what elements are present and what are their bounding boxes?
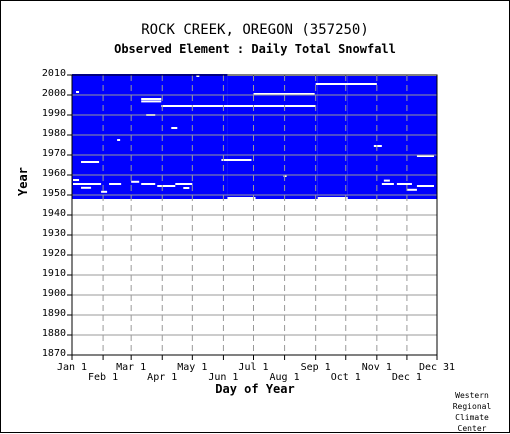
data-coverage-block <box>72 74 228 199</box>
x-tick-label-upper: Mar 1 <box>116 362 147 373</box>
missing-data-run <box>416 185 434 187</box>
wrcc-credit: Western Regional Climate Center <box>448 390 496 434</box>
missing-data-run <box>416 155 434 157</box>
missing-data-run <box>157 185 176 187</box>
missing-data-run <box>221 159 252 161</box>
data-coverage-block <box>317 76 348 197</box>
y-tick-label: 1930 <box>41 228 66 239</box>
missing-data-run <box>283 175 287 177</box>
missing-data-run <box>381 183 394 185</box>
y-tick-label: 1900 <box>41 288 66 299</box>
plot-border <box>71 74 438 356</box>
data-coverage-block <box>255 76 318 199</box>
missing-data-run <box>141 98 162 100</box>
missing-data-run <box>406 188 417 191</box>
missing-data-run <box>183 187 190 189</box>
y-tick-label: 1880 <box>41 328 66 339</box>
missing-data-run <box>73 183 102 185</box>
missing-data-run <box>81 161 100 163</box>
missing-data-run <box>73 179 80 181</box>
y-tick-label: 1950 <box>41 188 66 199</box>
x-tick-label-upper: May 1 <box>177 362 208 373</box>
missing-data-run <box>383 179 390 182</box>
missing-data-run <box>196 75 200 77</box>
credit-line-2: Regional <box>452 402 492 411</box>
y-axis-label: Year <box>16 167 30 196</box>
y-tick-label: 2000 <box>41 88 66 99</box>
missing-data-run <box>101 190 108 193</box>
x-tick-label-lower: Oct 1 <box>330 372 361 383</box>
chart-title: ROCK CREEK, OREGON (357250) <box>141 22 369 38</box>
y-tick-label: 1980 <box>41 128 66 139</box>
data-coverage-block <box>227 76 256 197</box>
missing-data-run <box>253 93 315 95</box>
missing-data-run <box>171 127 178 129</box>
missing-data-run <box>373 145 382 147</box>
x-axis-label: Day of Year <box>215 382 295 396</box>
missing-data-run <box>131 180 140 183</box>
y-tick-label: 1920 <box>41 248 66 259</box>
x-tick-label-upper: Sep 1 <box>300 362 331 373</box>
missing-data-run <box>175 183 193 185</box>
missing-data-run <box>161 105 316 107</box>
y-tick-label: 1940 <box>41 208 66 219</box>
x-tick-label-upper: Jan 1 <box>56 362 88 373</box>
x-tick-label-upper: Jul 1 <box>238 362 269 373</box>
y-tick-label: 1870 <box>41 348 66 359</box>
chart-subtitle: Observed Element : Daily Total Snowfall <box>114 42 396 56</box>
y-tick-label: 1990 <box>41 108 66 119</box>
x-tick-label-upper: Dec 31 <box>418 362 456 373</box>
missing-data-run <box>141 183 156 185</box>
y-tick-label: 1890 <box>41 308 66 319</box>
x-tick-label-upper: Nov 1 <box>361 362 392 373</box>
missing-data-run <box>81 186 92 189</box>
credit-line-4: Center <box>457 424 487 433</box>
data-coverage-block <box>347 76 437 199</box>
y-tick-label: 1970 <box>41 148 66 159</box>
x-tick-label-lower: Apr 1 <box>147 372 178 383</box>
missing-data-run <box>141 100 162 103</box>
missing-data-run <box>109 183 122 185</box>
credit-line-1: Western <box>455 391 489 400</box>
missing-data-run <box>315 83 377 85</box>
y-tick-label: 1960 <box>41 168 66 179</box>
credit-line-3: Climate <box>455 413 489 422</box>
missing-data-run <box>76 91 80 93</box>
x-tick-label-lower: Feb 1 <box>88 372 119 383</box>
missing-data-run <box>396 183 412 185</box>
missing-data-run <box>117 139 121 141</box>
y-tick-label: 1910 <box>41 268 66 279</box>
x-tick-label-lower: Dec 1 <box>391 372 422 383</box>
x-tick-label-lower: Jun 1 <box>208 372 239 383</box>
y-tick-label: 2010 <box>41 68 66 79</box>
x-tick-label-lower: Aug 1 <box>269 372 300 383</box>
